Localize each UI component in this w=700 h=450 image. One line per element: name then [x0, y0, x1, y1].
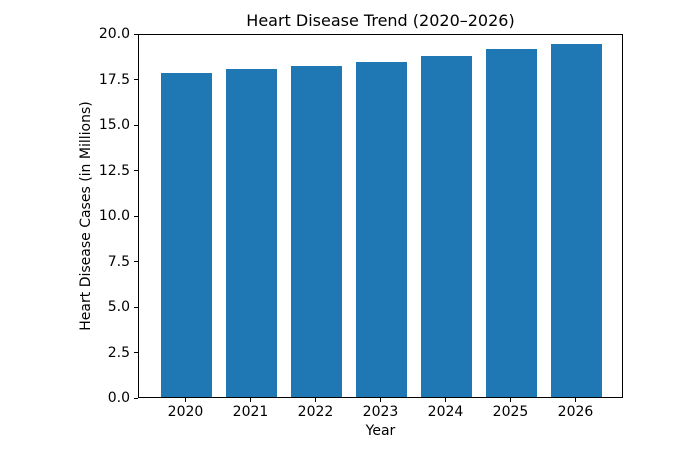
x-tick-mark	[510, 398, 511, 402]
y-tick-mark	[134, 352, 138, 353]
x-axis-label: Year	[365, 423, 396, 439]
y-tick-mark	[134, 170, 138, 171]
x-tick-label-2021: 2021	[232, 404, 269, 420]
y-tick-label: 7.5	[107, 253, 130, 270]
x-tick-label-2022: 2022	[297, 404, 334, 420]
x-tick-mark	[250, 398, 251, 402]
y-tick-mark	[134, 306, 138, 308]
bar-2022	[291, 65, 342, 397]
bar-2025	[486, 49, 537, 397]
chart-title: Heart Disease Trend (2020–2026)	[246, 11, 515, 30]
plot-area	[138, 34, 623, 398]
y-tick-label: 17.5	[98, 71, 130, 88]
x-tick-mark	[185, 398, 186, 402]
x-tick-label-2025: 2025	[492, 404, 529, 420]
y-tick-mark	[134, 79, 138, 80]
bar-2024	[421, 55, 472, 397]
x-tick-mark	[315, 398, 316, 402]
y-tick-mark	[134, 261, 138, 262]
y-tick-label: 15.0	[98, 117, 130, 133]
y-tick-label: 12.5	[98, 162, 130, 179]
y-tick-mark	[134, 215, 138, 217]
x-tick-mark	[380, 398, 381, 402]
bar-2020	[161, 73, 212, 397]
bar-2021	[226, 69, 277, 397]
y-tick-label: 5.0	[107, 299, 130, 315]
x-tick-label-2024: 2024	[427, 404, 464, 420]
x-tick-label-2020: 2020	[167, 404, 204, 420]
y-tick-label: 10.0	[98, 208, 130, 224]
bar-2026	[551, 44, 602, 397]
x-tick-label-2023: 2023	[362, 404, 399, 420]
y-tick-mark	[134, 124, 138, 126]
y-tick-mark	[134, 33, 138, 35]
x-tick-label-2026: 2026	[557, 404, 594, 420]
y-tick-label: 2.5	[107, 344, 130, 361]
x-tick-mark	[445, 398, 446, 402]
x-tick-mark	[575, 398, 576, 402]
bar-2023	[356, 62, 407, 397]
y-tick-mark	[134, 397, 138, 399]
y-tick-label: 0.0	[107, 390, 130, 406]
y-tick-label: 20.0	[98, 26, 130, 42]
